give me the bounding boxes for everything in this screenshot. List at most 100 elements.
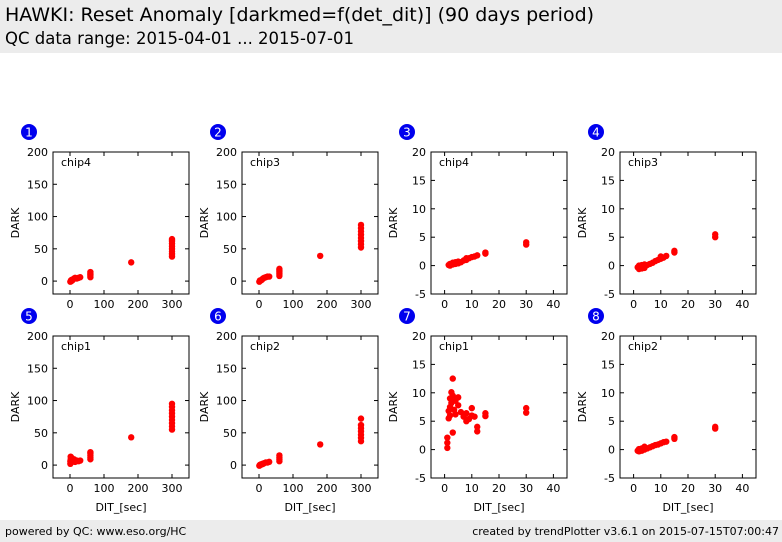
x-tick-label: 100 [94, 298, 115, 311]
panel-number-badge [210, 308, 226, 324]
y-tick-label: 0 [230, 459, 237, 472]
x-tick-label: 300 [162, 298, 183, 311]
footer-generator: created by trendPlotter v3.6.1 on 2015-0… [472, 525, 779, 538]
data-point [87, 448, 94, 456]
y-tick-label: 50 [34, 427, 48, 440]
x-tick-label: 40 [546, 298, 560, 311]
data-point [266, 273, 273, 280]
data-point [357, 221, 365, 229]
x-tick-label: 0 [67, 298, 74, 311]
data-point [663, 438, 670, 445]
data-point [712, 231, 719, 238]
report-subtitle: QC data range: 2015-04-01 ... 2015-07-01 [5, 29, 354, 48]
x-tick-label: 100 [94, 482, 115, 495]
x-tick-label: 10 [465, 298, 479, 311]
chip-label: chip2 [250, 340, 280, 353]
y-tick-label: 100 [27, 395, 48, 408]
x-tick-label: 0 [67, 482, 74, 495]
x-tick-label: 0 [441, 298, 448, 311]
panel-number: 7 [403, 310, 411, 324]
panel-number-badge [399, 124, 415, 140]
data-point [276, 265, 283, 273]
chip-label: chip3 [628, 156, 658, 169]
panel-number-badge [399, 308, 415, 324]
y-tick-label: 20 [601, 330, 615, 343]
x-tick-label: 20 [492, 482, 506, 495]
x-tick-label: 100 [283, 298, 304, 311]
x-tick-label: 200 [317, 482, 338, 495]
x-tick-label: 20 [492, 298, 506, 311]
y-tick-label: 20 [412, 146, 426, 159]
plot-frame [619, 151, 757, 295]
y-tick-label: 200 [216, 330, 237, 343]
y-tick-label: 20 [412, 330, 426, 343]
x-tick-label: 40 [735, 482, 749, 495]
y-axis-label: DARK [576, 391, 589, 422]
data-point [455, 394, 462, 401]
y-tick-label: 5 [608, 231, 615, 244]
x-tick-label: 10 [654, 482, 668, 495]
y-tick-label: 5 [608, 415, 615, 428]
data-point [471, 413, 478, 420]
report-title: HAWKI: Reset Anomaly [darkmed=f(det_dit)… [5, 4, 595, 26]
y-tick-label: 100 [216, 395, 237, 408]
y-tick-label: 150 [27, 178, 48, 191]
report-footer: powered by QC: www.eso.org/HC created by… [0, 520, 782, 542]
y-axis-label: DARK [9, 391, 22, 422]
chip-label: chip2 [628, 340, 658, 353]
panel-number-badge [588, 124, 604, 140]
x-tick-label: 20 [681, 482, 695, 495]
data-point [357, 421, 365, 429]
x-axis-label: DIT_[sec] [284, 501, 335, 514]
y-axis-label: DARK [387, 391, 400, 422]
x-tick-label: 0 [630, 482, 637, 495]
data-point [474, 428, 481, 435]
x-tick-label: 40 [735, 298, 749, 311]
data-point [444, 439, 451, 446]
y-tick-label: 200 [27, 330, 48, 343]
y-tick-label: 100 [27, 211, 48, 224]
x-tick-label: 100 [283, 482, 304, 495]
panel-number: 6 [214, 310, 222, 324]
data-point [468, 404, 475, 412]
x-tick-label: 300 [351, 482, 372, 495]
y-tick-label: -5 [415, 472, 426, 485]
y-tick-label: 0 [41, 459, 48, 472]
chip-label: chip4 [439, 156, 469, 169]
footer-credit: powered by QC: www.eso.org/HC [5, 525, 187, 538]
x-axis-label: DIT_[sec] [473, 501, 524, 514]
x-tick-label: 10 [654, 298, 668, 311]
data-point [455, 402, 462, 409]
y-tick-label: 0 [41, 275, 48, 288]
data-point [168, 400, 176, 407]
y-tick-label: 20 [601, 146, 615, 159]
y-tick-label: 15 [412, 174, 426, 187]
plot-frame [241, 151, 379, 295]
panel-number: 4 [592, 126, 600, 140]
y-axis-label: DARK [387, 207, 400, 238]
x-tick-label: 30 [708, 482, 722, 495]
x-tick-label: 300 [351, 298, 372, 311]
x-tick-label: 40 [546, 482, 560, 495]
y-tick-label: 0 [608, 260, 615, 273]
y-tick-label: -5 [604, 288, 615, 301]
data-point [523, 404, 530, 412]
data-point [452, 411, 459, 418]
data-point [482, 249, 489, 256]
data-point [357, 415, 365, 422]
panel-number-badge [21, 124, 37, 140]
data-point [276, 452, 283, 459]
x-axis-label: DIT_[sec] [662, 501, 713, 514]
chip-label: chip4 [61, 156, 91, 169]
x-tick-label: 300 [162, 482, 183, 495]
plot-frame [52, 335, 190, 479]
y-tick-label: 15 [412, 358, 426, 371]
data-point [87, 268, 94, 276]
data-point [128, 259, 135, 266]
y-tick-label: -5 [604, 472, 615, 485]
panel-number: 5 [25, 310, 33, 324]
x-tick-label: 10 [465, 482, 479, 495]
panel-number: 8 [592, 310, 600, 324]
data-point [128, 434, 135, 441]
